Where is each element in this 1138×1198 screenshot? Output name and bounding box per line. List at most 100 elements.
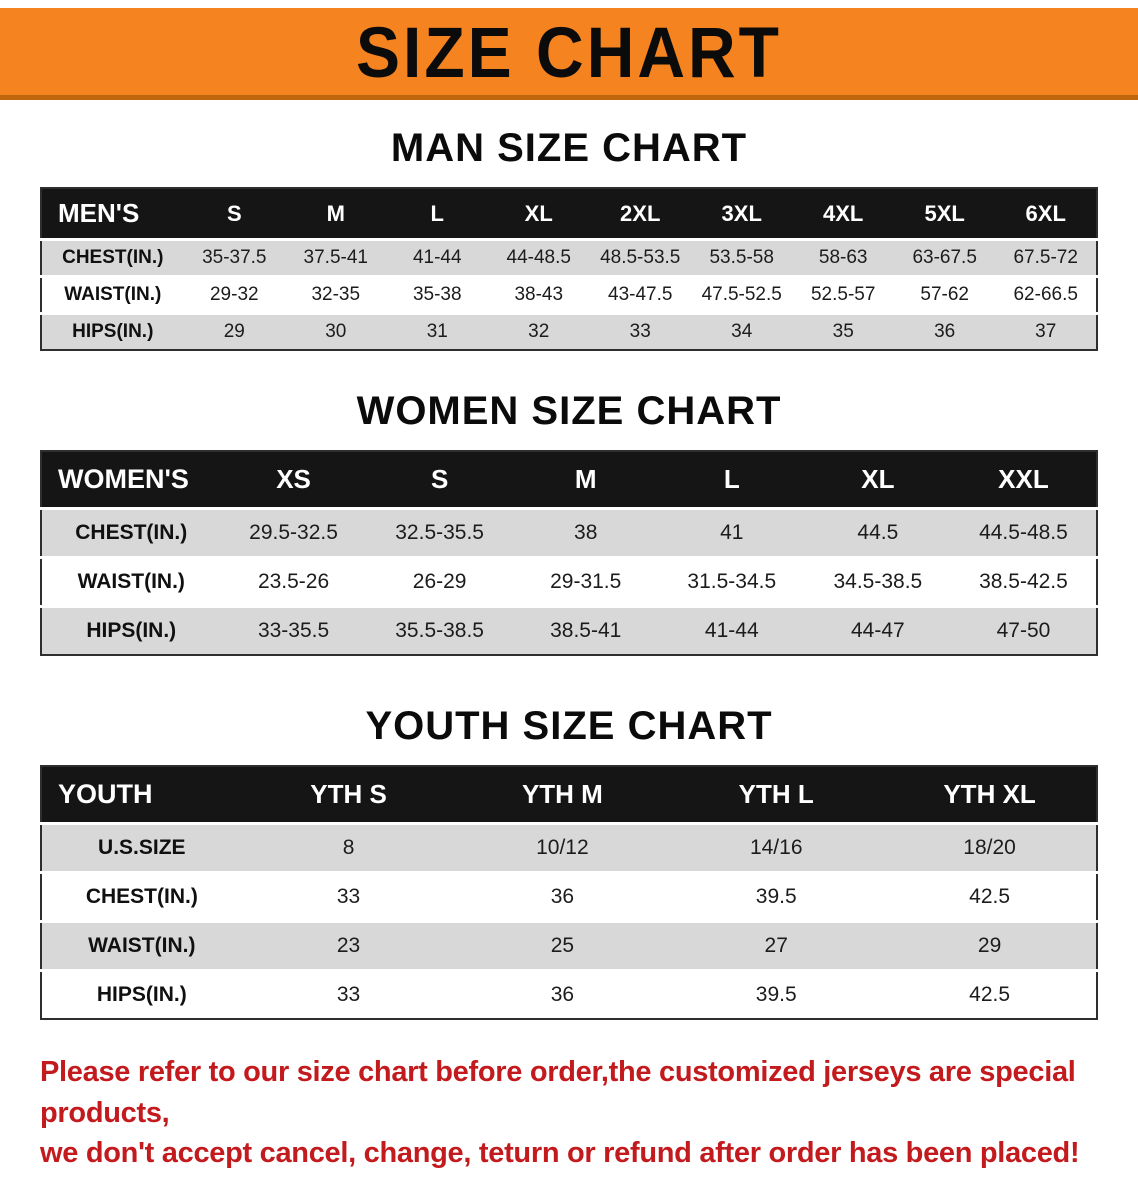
value-cell: 29-31.5 <box>512 557 659 608</box>
value-cell: 29 <box>883 921 1097 972</box>
value-cell: 34 <box>690 313 793 350</box>
row-label-cell: U.S.SIZE <box>41 823 242 874</box>
size-header-cell: YTH L <box>669 766 884 825</box>
header-row: WOMEN'S XS S M L XL XXL <box>41 451 1097 510</box>
value-cell: 32-35 <box>285 276 387 315</box>
value-cell: 58-63 <box>792 239 894 278</box>
value-cell: 37 <box>995 313 1097 350</box>
value-cell: 31.5-34.5 <box>658 557 805 608</box>
value-cell: 36 <box>455 872 670 923</box>
row-label-cell: HIPS(IN.) <box>41 970 242 1019</box>
value-cell: 32 <box>488 313 590 350</box>
size-header-cell: S <box>366 451 513 510</box>
value-cell: 35.5-38.5 <box>366 606 513 655</box>
table-row: WAIST(IN.) 23 25 27 29 <box>41 921 1097 972</box>
row-label-cell: CHEST(IN.) <box>41 239 184 278</box>
value-cell: 52.5-57 <box>792 276 894 315</box>
value-cell: 67.5-72 <box>995 239 1097 278</box>
value-cell: 41-44 <box>386 239 488 278</box>
value-cell: 38 <box>512 508 659 559</box>
size-chart-section-2: YOUTH SIZE CHART YOUTH YTH S YTH M YTH L YTH … <box>0 704 1138 1020</box>
value-cell: 18/20 <box>883 823 1097 874</box>
value-cell: 33 <box>241 970 456 1019</box>
table-title-cell: YOUTH <box>41 766 242 825</box>
size-header-cell: 5XL <box>893 188 996 241</box>
row-label-cell: WAIST(IN.) <box>41 921 242 972</box>
value-cell: 29.5-32.5 <box>220 508 367 559</box>
value-cell: 26-29 <box>366 557 513 608</box>
size-header-cell: L <box>658 451 805 510</box>
size-header-cell: XS <box>220 451 367 510</box>
disclaimer-line-2: we don't accept cancel, change, teturn o… <box>40 1137 1080 1170</box>
size-header-cell: M <box>512 451 659 510</box>
size-table-1: WOMEN'S XS S M L XL XXL CHEST(IN.) 29.5-32.5 32.5… <box>40 450 1098 656</box>
value-cell: 44.5 <box>804 508 951 559</box>
row-label-cell: HIPS(IN.) <box>41 313 184 350</box>
table-row: HIPS(IN.) 29 30 31 32 33 34 35 36 37 <box>41 313 1097 350</box>
section-heading: YOUTH SIZE CHART <box>365 704 773 748</box>
value-cell: 35-37.5 <box>183 239 286 278</box>
charts-area: MAN SIZE CHART MEN'S S M L XL 2XL 3XL 4XL 5XL 6XL C… <box>0 126 1138 1020</box>
size-chart-section-0: MAN SIZE CHART MEN'S S M L XL 2XL 3XL 4XL 5XL 6XL C… <box>0 126 1138 351</box>
table-row: U.S.SIZE 8 10/12 14/16 18/20 <box>41 823 1097 874</box>
value-cell: 33 <box>241 872 456 923</box>
value-cell: 30 <box>285 313 387 350</box>
value-cell: 42.5 <box>883 970 1097 1019</box>
value-cell: 32.5-35.5 <box>366 508 513 559</box>
value-cell: 44-48.5 <box>488 239 590 278</box>
value-cell: 43-47.5 <box>589 276 691 315</box>
table-row: CHEST(IN.) 29.5-32.5 32.5-35.5 38 41 44.5 44.5… <box>41 508 1097 559</box>
row-label-cell: CHEST(IN.) <box>41 872 242 923</box>
size-header-cell: S <box>183 188 286 241</box>
disclaimer-text: Please refer to our size chart before or… <box>40 1052 1098 1174</box>
size-table-0: MEN'S S M L XL 2XL 3XL 4XL 5XL 6XL CHEST(IN.) 35-37… <box>40 187 1098 351</box>
size-header-cell: XL <box>804 451 951 510</box>
value-cell: 23 <box>241 921 456 972</box>
value-cell: 33-35.5 <box>220 606 367 655</box>
value-cell: 29 <box>183 313 286 350</box>
size-chart-section-1: WOMEN SIZE CHART WOMEN'S XS S M L XL XXL CHEST(I… <box>0 389 1138 656</box>
header-row: YOUTH YTH S YTH M YTH L YTH XL <box>41 766 1097 825</box>
value-cell: 31 <box>386 313 488 350</box>
size-header-cell: XXL <box>950 451 1097 510</box>
row-label-cell: WAIST(IN.) <box>41 557 221 608</box>
size-header-cell: L <box>386 188 488 241</box>
value-cell: 34.5-38.5 <box>804 557 951 608</box>
value-cell: 63-67.5 <box>893 239 996 278</box>
value-cell: 35 <box>792 313 894 350</box>
value-cell: 44-47 <box>804 606 951 655</box>
value-cell: 35-38 <box>386 276 488 315</box>
table-row: WAIST(IN.) 29-32 32-35 35-38 38-43 43-47.5 47.… <box>41 276 1097 315</box>
table-row: CHEST(IN.) 35-37.5 37.5-41 41-44 44-48.5 48.5… <box>41 239 1097 278</box>
section-heading: MAN SIZE CHART <box>390 126 748 170</box>
header-row: MEN'S S M L XL 2XL 3XL 4XL 5XL 6XL <box>41 188 1097 241</box>
value-cell: 8 <box>241 823 456 874</box>
table-title-cell: MEN'S <box>41 188 184 241</box>
size-header-cell: 3XL <box>690 188 793 241</box>
value-cell: 41-44 <box>658 606 805 655</box>
value-cell: 36 <box>893 313 996 350</box>
size-header-cell: 2XL <box>589 188 691 241</box>
value-cell: 25 <box>455 921 670 972</box>
value-cell: 62-66.5 <box>995 276 1097 315</box>
disclaimer-line-1: Please refer to our size chart before or… <box>40 1056 1076 1129</box>
row-label-cell: HIPS(IN.) <box>41 606 221 655</box>
size-header-cell: M <box>285 188 387 241</box>
value-cell: 38-43 <box>488 276 590 315</box>
value-cell: 39.5 <box>669 970 884 1019</box>
table-title-cell: WOMEN'S <box>41 451 221 510</box>
size-header-cell: XL <box>488 188 590 241</box>
size-header-cell: YTH XL <box>883 766 1097 825</box>
size-table-2: YOUTH YTH S YTH M YTH L YTH XL U.S.SIZE 8 10/12… <box>40 765 1098 1020</box>
value-cell: 47-50 <box>950 606 1097 655</box>
section-heading: WOMEN SIZE CHART <box>356 389 782 433</box>
value-cell: 23.5-26 <box>220 557 367 608</box>
value-cell: 47.5-52.5 <box>690 276 793 315</box>
value-cell: 44.5-48.5 <box>950 508 1097 559</box>
value-cell: 38.5-41 <box>512 606 659 655</box>
size-header-cell: 4XL <box>792 188 894 241</box>
table-row: HIPS(IN.) 33 36 39.5 42.5 <box>41 970 1097 1019</box>
value-cell: 48.5-53.5 <box>589 239 691 278</box>
value-cell: 38.5-42.5 <box>950 557 1097 608</box>
table-row: CHEST(IN.) 33 36 39.5 42.5 <box>41 872 1097 923</box>
